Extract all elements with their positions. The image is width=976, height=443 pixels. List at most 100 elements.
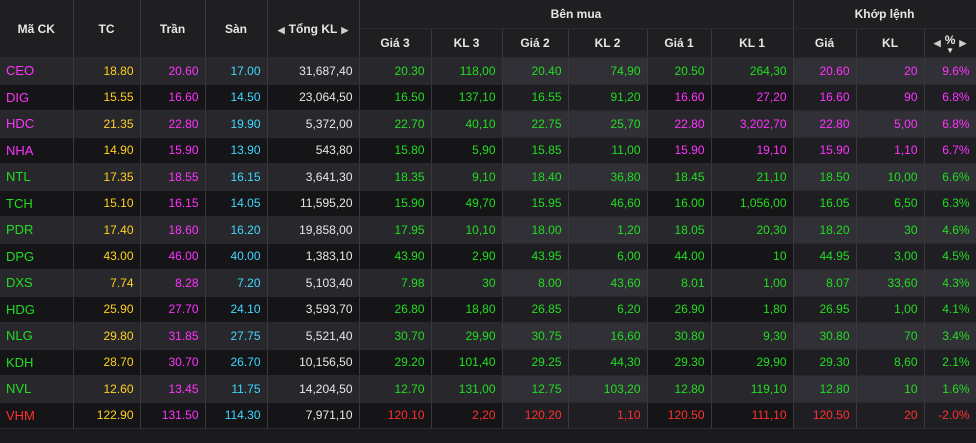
table-row[interactable]: PDR 17.40 18.60 16.20 19,858,00 17.95 10,10 18.… [0,216,976,244]
cell-symbol[interactable]: KDH [0,349,74,376]
table-row[interactable]: CEO 18.80 20.60 17.00 31,687,40 20.30 118,00 20… [0,57,976,85]
cell-ceiling-price: 8.28 [140,269,206,297]
cell-bid2-price: 22.75 [502,110,569,138]
table-row[interactable]: NLG 29.80 31.85 27.75 5,521,40 30.70 29,90 30.7… [0,322,976,350]
cell-symbol[interactable]: VHM [0,402,74,429]
cell-bid1-price: 29.30 [647,349,712,376]
cell-bid2-volume: 74,90 [568,57,648,85]
cell-bid3-volume: 2,90 [431,243,503,270]
cell-bid1-price: 16.60 [647,84,712,111]
cell-ceiling-price: 131.50 [140,402,206,429]
header-bid2-price[interactable]: Giá 2 [502,28,569,58]
header-bid3-price[interactable]: Giá 3 [359,28,432,58]
cell-symbol[interactable]: DPG [0,243,74,270]
table-row[interactable]: VHM 122.90 131.50 114.30 7,971,10 120.10 2,20 1… [0,402,976,429]
cell-ref-price: 12.60 [73,375,141,403]
cell-match-volume: 70 [856,322,925,350]
cell-match-percent: 4.1% [924,296,976,323]
cell-bid1-price: 18.45 [647,163,712,191]
cell-match-volume: 10,00 [856,163,925,191]
cell-ceiling-price: 20.60 [140,57,206,85]
cell-match-volume: 30 [856,216,925,244]
cell-symbol[interactable]: TCH [0,190,74,217]
header-symbol[interactable]: Mã CK [0,0,74,58]
cell-bid2-volume: 91,20 [568,84,648,111]
table-row[interactable]: NTL 17.35 18.55 16.15 3,641,30 18.35 9,10 18.40… [0,163,976,191]
cell-symbol[interactable]: NTL [0,163,74,191]
header-match-percent[interactable]: ◀% ▼ ▶ [924,28,976,58]
cell-bid1-volume: 119,10 [711,375,794,403]
cell-bid1-price: 44.00 [647,243,712,270]
cell-bid2-volume: 1,10 [568,402,648,429]
cell-ref-price: 14.90 [73,137,141,164]
table-row[interactable]: HDG 25.90 27.70 24.10 3,593,70 26.80 18,80 26.8… [0,296,976,323]
cell-symbol[interactable]: HDG [0,296,74,323]
cell-match-percent: 6.3% [924,190,976,217]
cell-symbol[interactable]: DIG [0,84,74,111]
caret-right-icon[interactable]: ▶ [341,24,349,35]
cell-symbol[interactable]: PDR [0,216,74,244]
table-row[interactable]: KDH 28.70 30.70 26.70 10,156,50 29.20 101,40 29… [0,349,976,376]
cell-ceiling-price: 46.00 [140,243,206,270]
caret-left-icon[interactable]: ◀ [933,38,941,49]
header-match-price[interactable]: Giá [793,28,857,58]
cell-bid2-price: 16.55 [502,84,569,111]
caret-left-icon[interactable]: ◀ [277,24,285,35]
header-bid1-volume[interactable]: KL 1 [711,28,794,58]
header-bid3-volume[interactable]: KL 3 [431,28,503,58]
header-total-volume[interactable]: ◀ Tổng KL ▶ [267,0,360,58]
sort-descending-icon[interactable]: ▼ [946,45,954,55]
header-floor-price[interactable]: Sàn [205,0,268,58]
cell-bid1-price: 26.90 [647,296,712,323]
table-row[interactable]: DXS 7.74 8.28 7.20 5,103,40 7.98 30 8.00 43,60 8.… [0,269,976,297]
cell-match-percent: 4.3% [924,269,976,297]
cell-bid2-volume: 43,60 [568,269,648,297]
cell-floor-price: 16.15 [205,163,268,191]
cell-symbol[interactable]: NVL [0,375,74,403]
cell-bid3-volume: 29,90 [431,322,503,350]
cell-match-volume: 1,00 [856,296,925,323]
cell-bid1-price: 20.50 [647,57,712,85]
cell-match-price: 44.95 [793,243,857,270]
cell-symbol[interactable]: NLG [0,322,74,350]
cell-bid3-volume: 9,10 [431,163,503,191]
header-match-volume[interactable]: KL [856,28,925,58]
cell-match-volume: 3,00 [856,243,925,270]
cell-match-price: 20.60 [793,57,857,85]
header-bid2-volume[interactable]: KL 2 [568,28,648,58]
cell-symbol[interactable]: NHA [0,137,74,164]
cell-bid1-price: 22.80 [647,110,712,138]
header-match-group: Khớp lệnh [793,0,976,29]
header-ceiling-price[interactable]: Trần [140,0,206,58]
cell-bid1-volume: 1,056,00 [711,190,794,217]
header-bid1-price[interactable]: Giá 1 [647,28,712,58]
cell-match-percent: -2.0% [924,402,976,429]
cell-total-volume: 23,064,50 [267,84,360,111]
cell-ceiling-price: 22.80 [140,110,206,138]
cell-bid3-price: 18.35 [359,163,432,191]
cell-bid3-price: 20.30 [359,57,432,85]
cell-ceiling-price: 18.55 [140,163,206,191]
cell-match-percent: 9.6% [924,57,976,85]
cell-total-volume: 1,383,10 [267,243,360,270]
table-row[interactable]: NHA 14.90 15.90 13.90 543,80 15.80 5,90 15.85 11… [0,137,976,164]
cell-floor-price: 17.00 [205,57,268,85]
table-row[interactable]: DPG 43.00 46.00 40.00 1,383,10 43.90 2,90 43.95… [0,243,976,270]
cell-symbol[interactable]: CEO [0,57,74,85]
cell-bid1-volume: 27,20 [711,84,794,111]
cell-symbol[interactable]: DXS [0,269,74,297]
cell-total-volume: 14,204,50 [267,375,360,403]
cell-symbol[interactable]: HDC [0,110,74,138]
cell-floor-price: 24.10 [205,296,268,323]
cell-bid2-volume: 36,80 [568,163,648,191]
table-row[interactable]: TCH 15.10 16.15 14.05 11,595,20 15.90 49,70 15.… [0,190,976,217]
header-ref-price[interactable]: TC [73,0,141,58]
table-row[interactable]: NVL 12.60 13.45 11.75 14,204,50 12.70 131,00 12… [0,375,976,403]
caret-right-icon[interactable]: ▶ [959,38,967,49]
cell-match-volume: 10 [856,375,925,403]
cell-bid3-price: 17.95 [359,216,432,244]
cell-bid3-volume: 118,00 [431,57,503,85]
table-row[interactable]: HDC 21.35 22.80 19.90 5,372,00 22.70 40,10 22.7… [0,110,976,138]
table-row[interactable]: DIG 15.55 16.60 14.50 23,064,50 16.50 137,10 16… [0,84,976,111]
cell-ceiling-price: 15.90 [140,137,206,164]
